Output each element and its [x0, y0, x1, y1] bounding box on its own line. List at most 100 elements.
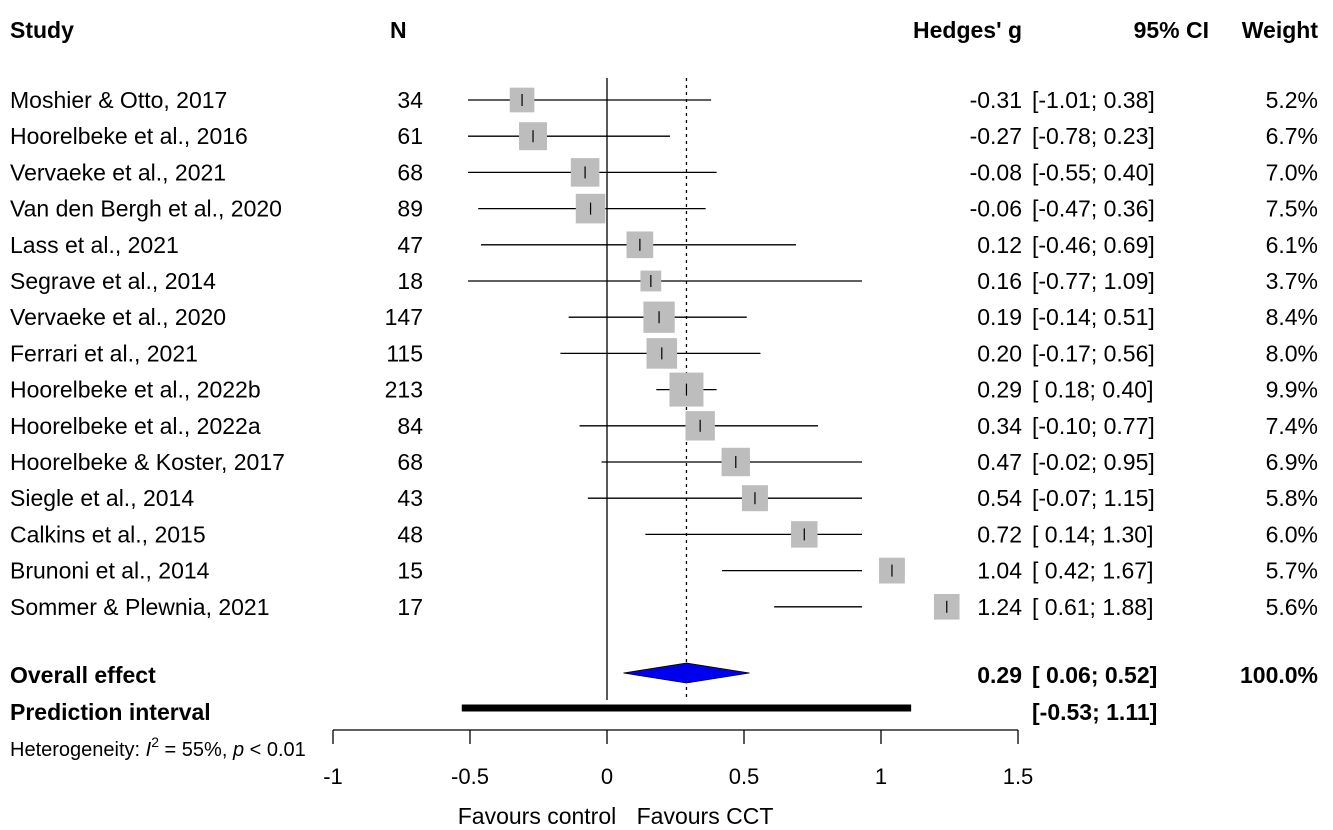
study-weight: 7.5% [1266, 196, 1318, 222]
study-name: Segrave et al., 2014 [10, 268, 216, 294]
study-n: 48 [397, 521, 423, 547]
study-name: Sommer & Plewnia, 2021 [10, 594, 270, 620]
study-g: 0.72 [977, 521, 1022, 547]
x-tick-label: 1 [875, 764, 887, 789]
overall-effect-diamond [623, 662, 750, 684]
study-ci: [-0.14; 0.51] [1032, 304, 1155, 330]
study-row: Moshier & Otto, 2017 34 -0.31 [-1.01; 0.38]… [10, 87, 1318, 113]
study-n: 213 [385, 377, 423, 403]
study-n: 47 [397, 232, 423, 258]
study-rows: Moshier & Otto, 2017 34 -0.31 [-1.01; 0.38]… [10, 87, 1318, 620]
study-g: -0.27 [970, 123, 1022, 149]
xlabel-favours-control: Favours control [458, 803, 617, 829]
x-tick-label: 1.5 [1003, 764, 1034, 789]
study-row: Vervaeke et al., 2021 68 -0.08 [-0.55; 0.40… [10, 158, 1318, 187]
study-weight: 5.2% [1266, 87, 1318, 113]
study-row: Segrave et al., 2014 18 0.16 [-0.77; 1.09] 3… [10, 268, 1318, 294]
x-tick-label: -1 [323, 764, 343, 789]
study-row: Hoorelbeke et al., 2016 61 -0.27 [-0.78; 0.… [10, 122, 1318, 151]
study-g: 0.47 [977, 449, 1022, 475]
header-effect: Hedges' g [913, 17, 1022, 43]
study-weight: 6.0% [1266, 521, 1318, 547]
study-g: 0.12 [977, 232, 1022, 258]
heterogeneity-text: Heterogeneity: I2 = 55%, p < 0.01 [10, 734, 306, 761]
study-ci: [-0.17; 0.56] [1032, 340, 1155, 366]
study-row: Brunoni et al., 2014 15 1.04 [ 0.42; 1.67] 5… [10, 558, 1318, 584]
study-row: Van den Bergh et al., 2020 89 -0.06 [-0.47;… [10, 193, 1318, 224]
study-row: Vervaeke et al., 2020 147 0.19 [-0.14; 0.51… [10, 301, 1318, 333]
summary-rows: Overall effect 0.29 [ 0.06; 0.52] 100.0%… [10, 662, 1318, 761]
x-tick-label: 0.5 [729, 764, 760, 789]
study-ci: [-0.78; 0.23] [1032, 123, 1155, 149]
study-ci: [-0.46; 0.69] [1032, 232, 1155, 258]
study-weight: 8.0% [1266, 340, 1318, 366]
study-name: Brunoni et al., 2014 [10, 558, 210, 584]
study-weight: 7.4% [1266, 413, 1318, 439]
study-row: Ferrari et al., 2021 115 0.20 [-0.17; 0.56]… [10, 338, 1318, 369]
study-n: 68 [397, 159, 423, 185]
study-name: Calkins et al., 2015 [10, 521, 206, 547]
study-ci: [ 0.14; 1.30] [1032, 521, 1153, 547]
study-g: 0.34 [977, 413, 1022, 439]
study-g: 1.04 [977, 558, 1022, 584]
study-n: 84 [397, 413, 423, 439]
prediction-label: Prediction interval [10, 699, 211, 725]
summary-marks [461, 662, 912, 712]
study-n: 34 [397, 87, 423, 113]
study-n: 43 [397, 485, 423, 511]
study-n: 115 [386, 340, 423, 366]
study-g: 0.29 [977, 377, 1022, 403]
study-name: Moshier & Otto, 2017 [10, 87, 227, 113]
header-weight: Weight [1242, 17, 1319, 43]
header-study: Study [10, 17, 74, 43]
study-ci: [-0.07; 1.15] [1032, 485, 1155, 511]
study-name: Hoorelbeke et al., 2022b [10, 377, 261, 403]
study-n: 68 [397, 449, 423, 475]
study-g: 1.24 [977, 594, 1022, 620]
study-name: Lass et al., 2021 [10, 232, 179, 258]
study-weight: 8.4% [1266, 304, 1318, 330]
study-weight: 7.0% [1266, 159, 1318, 185]
study-name: Van den Bergh et al., 2020 [10, 196, 282, 222]
study-name: Siegle et al., 2014 [10, 485, 194, 511]
study-row: Hoorelbeke et al., 2022a 84 0.34 [-0.10; 0.… [10, 411, 1318, 441]
study-ci: [-0.02; 0.95] [1032, 449, 1155, 475]
study-ci: [-0.55; 0.40] [1032, 159, 1155, 185]
study-n: 15 [397, 558, 423, 584]
study-g: 0.16 [977, 268, 1022, 294]
x-axis: -1 -0.5 0 0.5 1 1.5 [323, 729, 1034, 789]
study-weight: 9.9% [1266, 377, 1318, 403]
header-n: N [390, 17, 407, 43]
study-row: Hoorelbeke & Koster, 2017 68 0.47 [-0.02; 0… [10, 447, 1318, 477]
study-row: Hoorelbeke et al., 2022b 213 0.29 [ 0.18; 0… [10, 372, 1318, 407]
study-n: 61 [397, 123, 423, 149]
study-g: -0.08 [970, 159, 1022, 185]
overall-label: Overall effect [10, 662, 156, 688]
overall-g: 0.29 [977, 662, 1022, 688]
header-ci: 95% CI [1134, 17, 1209, 43]
study-name: Ferrari et al., 2021 [10, 340, 198, 366]
study-name: Hoorelbeke & Koster, 2017 [10, 449, 285, 475]
study-weight: 6.9% [1266, 449, 1318, 475]
study-weight: 5.8% [1266, 485, 1318, 511]
study-name: Vervaeke et al., 2021 [10, 159, 226, 185]
x-tick-label: -0.5 [451, 764, 489, 789]
study-ci: [-0.47; 0.36] [1032, 196, 1155, 222]
study-n: 89 [397, 196, 423, 222]
study-g: -0.06 [970, 196, 1022, 222]
study-weight: 6.1% [1266, 232, 1318, 258]
prediction-interval-bar [461, 704, 912, 712]
prediction-ci: [-0.53; 1.11] [1032, 699, 1157, 725]
overall-ci: [ 0.06; 0.52] [1032, 662, 1157, 688]
overall-weight: 100.0% [1240, 662, 1318, 688]
study-name: Vervaeke et al., 2020 [10, 304, 226, 330]
study-weight: 5.6% [1266, 594, 1318, 620]
study-ci: [ 0.61; 1.88] [1032, 594, 1153, 620]
study-name: Hoorelbeke et al., 2022a [10, 413, 261, 439]
study-weight: 5.7% [1266, 558, 1318, 584]
study-weight: 3.7% [1266, 268, 1318, 294]
study-row: Lass et al., 2021 47 0.12 [-0.46; 0.69] 6.1% [10, 231, 1318, 259]
study-g: 0.19 [977, 304, 1022, 330]
study-g: 0.20 [977, 340, 1022, 366]
